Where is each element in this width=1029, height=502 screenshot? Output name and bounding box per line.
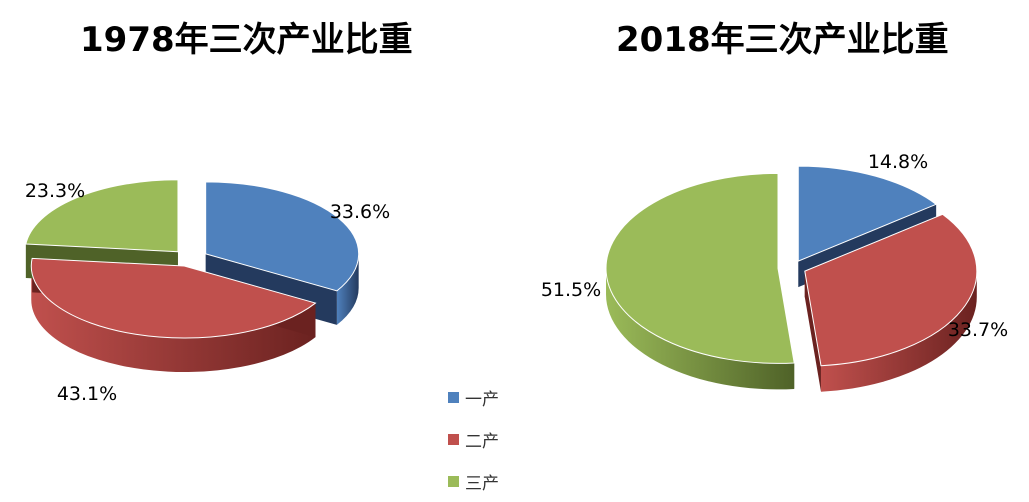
chart-title-1978: 1978年三次产业比重 bbox=[80, 20, 413, 60]
legend-item-secondary: 二产 bbox=[448, 418, 528, 460]
data-label-二产: 43.1% bbox=[57, 383, 117, 405]
legend-item-primary: 一产 bbox=[448, 376, 528, 418]
pie-charts-canvas: 33.6% 43.1% 23.3% 14.8% 33.7% 51.5% bbox=[25, 151, 1008, 405]
pie-slice-三产 bbox=[25, 179, 179, 253]
pie-slice-cut-二产 bbox=[804, 271, 821, 392]
pie-slice-一产 bbox=[205, 181, 360, 292]
pie-slice-wall-二产 bbox=[31, 266, 316, 373]
legend: 一产 二产 三产 bbox=[448, 376, 528, 502]
pie-chart-1: 14.8% 33.7% 51.5% bbox=[541, 151, 1008, 392]
legend-label-secondary: 二产 bbox=[465, 431, 499, 452]
pie-slice-wall-一产 bbox=[336, 253, 359, 325]
pie-slice-二产 bbox=[30, 257, 317, 339]
data-label-三产: 51.5% bbox=[541, 279, 601, 301]
data-label-一产: 14.8% bbox=[868, 151, 928, 173]
pie-slice-三产 bbox=[605, 172, 795, 364]
data-label-二产: 33.7% bbox=[948, 319, 1008, 341]
legend-swatch-tertiary bbox=[448, 475, 459, 487]
legend-label-primary: 一产 bbox=[465, 389, 499, 410]
legend-swatch-secondary bbox=[448, 433, 459, 445]
legend-swatch-primary bbox=[448, 391, 459, 403]
legend-item-tertiary: 三产 bbox=[448, 460, 528, 502]
data-label-一产: 33.6% bbox=[330, 201, 390, 223]
pie-chart-0: 33.6% 43.1% 23.3% bbox=[25, 179, 390, 405]
pie-slice-一产 bbox=[797, 165, 938, 262]
pie-slice-二产 bbox=[804, 213, 978, 367]
pie-slice-wall-三产 bbox=[606, 268, 795, 390]
legend-label-tertiary: 三产 bbox=[465, 473, 499, 494]
chart-title-2018: 2018年三次产业比重 bbox=[616, 20, 949, 60]
data-label-三产: 23.3% bbox=[25, 180, 85, 202]
